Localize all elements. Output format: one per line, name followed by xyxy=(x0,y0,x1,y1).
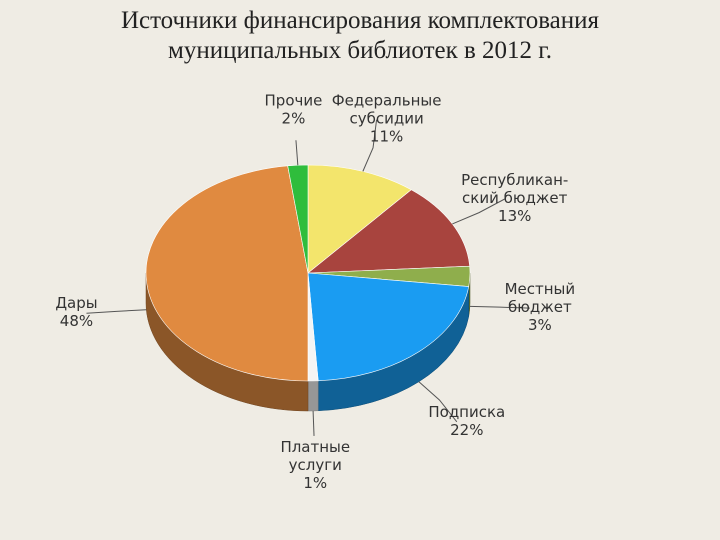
slice-label-line: Федеральные xyxy=(332,92,442,110)
value-label: 48% xyxy=(60,312,93,330)
slice-label-line: ский бюджет xyxy=(462,189,568,207)
slice-label: Местный бюджет xyxy=(505,280,576,316)
slice-side xyxy=(307,380,319,412)
value-label: 11% xyxy=(370,128,403,146)
slice-label-line: бюджет xyxy=(508,298,572,316)
slice-label: Платные услуги xyxy=(280,438,350,474)
slice-label-line: субсидии xyxy=(349,110,423,128)
slice-label-line: услуги xyxy=(289,456,342,474)
slice xyxy=(307,272,470,382)
leader-line xyxy=(312,410,315,436)
slice xyxy=(145,165,309,382)
leader-line xyxy=(86,309,147,314)
slice-label-line: Платные xyxy=(280,438,350,456)
slice-label-line: Местный xyxy=(505,280,576,298)
slice xyxy=(287,164,309,274)
value-label: 1% xyxy=(303,474,327,492)
slice-label-line: Республикан- xyxy=(461,171,568,189)
value-label: 13% xyxy=(498,207,531,225)
leader-line xyxy=(469,305,530,309)
slice-label: Федеральные субсидии xyxy=(332,92,442,128)
leader-line xyxy=(362,119,378,172)
slice-label: Подписка xyxy=(428,403,505,421)
slice-label-line: Дары xyxy=(55,294,97,312)
value-label: 3% xyxy=(528,316,552,334)
slice xyxy=(307,164,412,274)
chart-title: Источники финансирования комплектования … xyxy=(120,7,600,64)
slice-label: Прочие xyxy=(265,91,323,109)
leader-line xyxy=(295,140,299,166)
slice xyxy=(307,189,471,274)
slice-label-line: Прочие xyxy=(265,91,323,109)
slice-label: Республикан-ский бюджет xyxy=(461,171,568,207)
value-label: 2% xyxy=(282,109,306,127)
value-label: 22% xyxy=(450,421,483,439)
leader-line xyxy=(418,381,458,423)
slice-label: Дары xyxy=(55,294,97,312)
slice-label-line: Подписка xyxy=(428,403,505,421)
leader-line xyxy=(452,198,505,225)
